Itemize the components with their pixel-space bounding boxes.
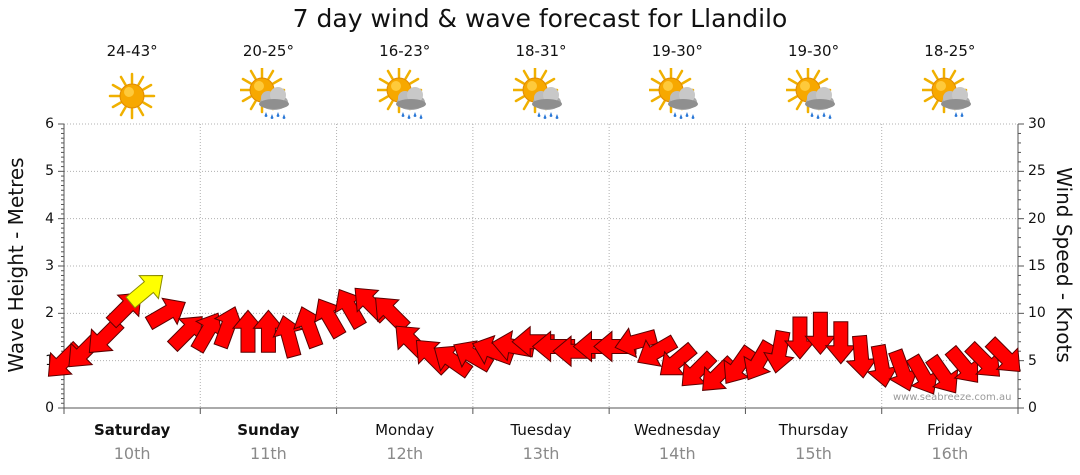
temperature-range: 24-43° [106, 42, 158, 60]
y-tick-label-right: 30 [1028, 116, 1046, 132]
wind-arrow [888, 348, 919, 392]
wind-arrow [374, 297, 411, 334]
partly-cloudy-light-rain-icon [920, 66, 978, 124]
wind-arrow [925, 353, 959, 394]
watermark: www.seabreeze.com.au [893, 392, 1012, 403]
day-label: Thursday [778, 421, 849, 439]
date-label: 16th [931, 444, 969, 463]
wind-arrow [723, 344, 757, 385]
wind-arrow [866, 343, 899, 388]
day-label: Wednesday [633, 421, 721, 439]
date-label: 11th [250, 444, 287, 463]
date-label: 12th [386, 444, 424, 463]
y-tick-label-right: 10 [1028, 305, 1046, 322]
wind-arrow [984, 336, 1021, 373]
wind-arrow [231, 309, 265, 353]
wind-arrow [964, 340, 1001, 377]
y-tick-label-right: 15 [1028, 258, 1046, 274]
y-tick-label-right: 25 [1028, 163, 1046, 180]
wind-arrow [190, 312, 223, 354]
wind-arrow [845, 334, 878, 379]
y-tick-label-left: 3 [45, 258, 54, 274]
day-label: Saturday [93, 421, 171, 439]
y-tick-label-left: 4 [45, 210, 54, 227]
day-label: Monday [375, 421, 435, 439]
sunny-icon [104, 68, 160, 124]
y-tick-label-left: 5 [45, 163, 54, 180]
y-tick-label-right: 20 [1028, 210, 1046, 227]
wind-arrow [144, 297, 186, 331]
partly-cloudy-rain-icon [375, 66, 433, 124]
y-tick-label-left: 0 [45, 400, 54, 416]
wind-arrow [824, 321, 857, 365]
wind-arrow [252, 309, 285, 353]
temperature-range: 20-25° [242, 42, 294, 60]
wind-arrow [783, 316, 817, 360]
date-label: 13th [522, 444, 560, 463]
y-tick-label-left: 6 [45, 116, 54, 132]
date-label: 14th [658, 444, 696, 463]
partly-cloudy-rain-icon [648, 66, 705, 124]
temperature-range: 19-30° [788, 42, 840, 60]
partly-cloudy-rain-icon [784, 66, 842, 124]
partly-cloudy-rain-icon [239, 66, 296, 124]
day-label: Tuesday [510, 421, 572, 439]
chart-title: 7 day wind & wave forecast for Llandilo [292, 4, 788, 33]
wind-arrow [804, 311, 837, 356]
wind-arrow [905, 353, 939, 395]
wind-arrow [659, 341, 698, 376]
temperature-range: 19-30° [651, 42, 703, 60]
wind-arrow [334, 288, 367, 331]
wind-arrow [314, 298, 347, 340]
y-tick-label-left: 2 [45, 305, 54, 322]
y-tick-label-right: 5 [1028, 352, 1037, 369]
wind-arrow-max [125, 275, 164, 309]
day-label: Friday [927, 421, 973, 439]
wind-arrow [743, 339, 776, 381]
wind-arrow [614, 327, 659, 359]
y-tick-label-right: 0 [1028, 400, 1037, 416]
wind-arrow [433, 345, 474, 379]
wind-arrow [681, 350, 718, 387]
temperature-range: 18-25° [924, 42, 976, 60]
wind-arrow [213, 306, 244, 350]
date-label: 15th [795, 444, 832, 463]
temperature-range: 16-23° [379, 42, 431, 60]
wind-arrow [944, 344, 979, 383]
partly-cloudy-rain-icon [511, 66, 569, 124]
temperature-range: 18-31° [515, 42, 567, 60]
day-label: Sunday [237, 421, 300, 439]
wind-arrow [637, 334, 679, 367]
date-label: 10th [113, 444, 151, 463]
